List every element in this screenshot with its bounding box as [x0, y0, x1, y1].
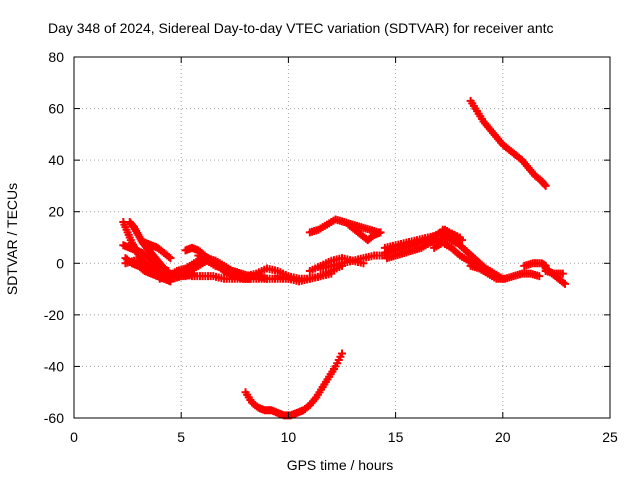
series-arc-21 [380, 228, 464, 252]
y-tick-label: -60 [44, 410, 64, 426]
y-tick-label: 80 [48, 49, 64, 65]
data-point [359, 259, 368, 268]
y-tick-label: 40 [48, 152, 64, 168]
data-point [166, 254, 175, 263]
x-tick-label: 10 [281, 429, 297, 445]
series-arc-25 [520, 259, 550, 270]
data-point [455, 233, 464, 242]
series-arc-12 [202, 254, 246, 278]
x-tick-label: 5 [177, 429, 185, 445]
chart-title: Day 348 of 2024, Sidereal Day-to-day VTE… [48, 20, 554, 36]
series-arc-27 [541, 267, 567, 278]
series-arc-16 [305, 254, 368, 276]
data-point [535, 272, 544, 281]
data-point [338, 349, 346, 358]
y-tick-label: 0 [56, 255, 64, 271]
series-arc-17 [305, 215, 383, 237]
data-point-interp [559, 278, 568, 287]
x-axis-label: GPS time / hours [287, 457, 394, 473]
x-tick-label: 0 [70, 429, 78, 445]
series-arc-29 [241, 349, 346, 420]
plot-frame [73, 56, 611, 419]
grid-lines [74, 57, 610, 418]
y-tick-label: 60 [48, 101, 64, 117]
series-arc-18 [344, 220, 385, 245]
y-tick-label: 20 [48, 204, 64, 220]
axes: 0 5 10 15 20 25 -60 -40 -20 0 20 40 60 80 [44, 49, 618, 445]
data-point-interp [164, 252, 173, 261]
y-tick-label: -40 [44, 358, 64, 374]
x-tick-label: 25 [602, 429, 618, 445]
series-arc-23 [438, 225, 507, 283]
x-tick-label: 15 [388, 429, 404, 445]
data-point [237, 269, 246, 278]
x-tick-label: 20 [495, 429, 511, 445]
series-arc-8 [151, 256, 211, 283]
data-point [558, 269, 567, 278]
data-point [262, 274, 271, 283]
series-arc-28 [466, 96, 550, 190]
data-point-interp [540, 180, 549, 189]
data-point [376, 228, 385, 237]
y-axis-label: SDTVAR / TECUs [4, 183, 20, 295]
series-arc-4 [140, 238, 175, 263]
y-tick-label: -20 [44, 307, 64, 323]
data-points [119, 96, 569, 420]
series-arc-24 [466, 261, 544, 283]
data-point [541, 181, 550, 190]
data-point [560, 279, 569, 288]
